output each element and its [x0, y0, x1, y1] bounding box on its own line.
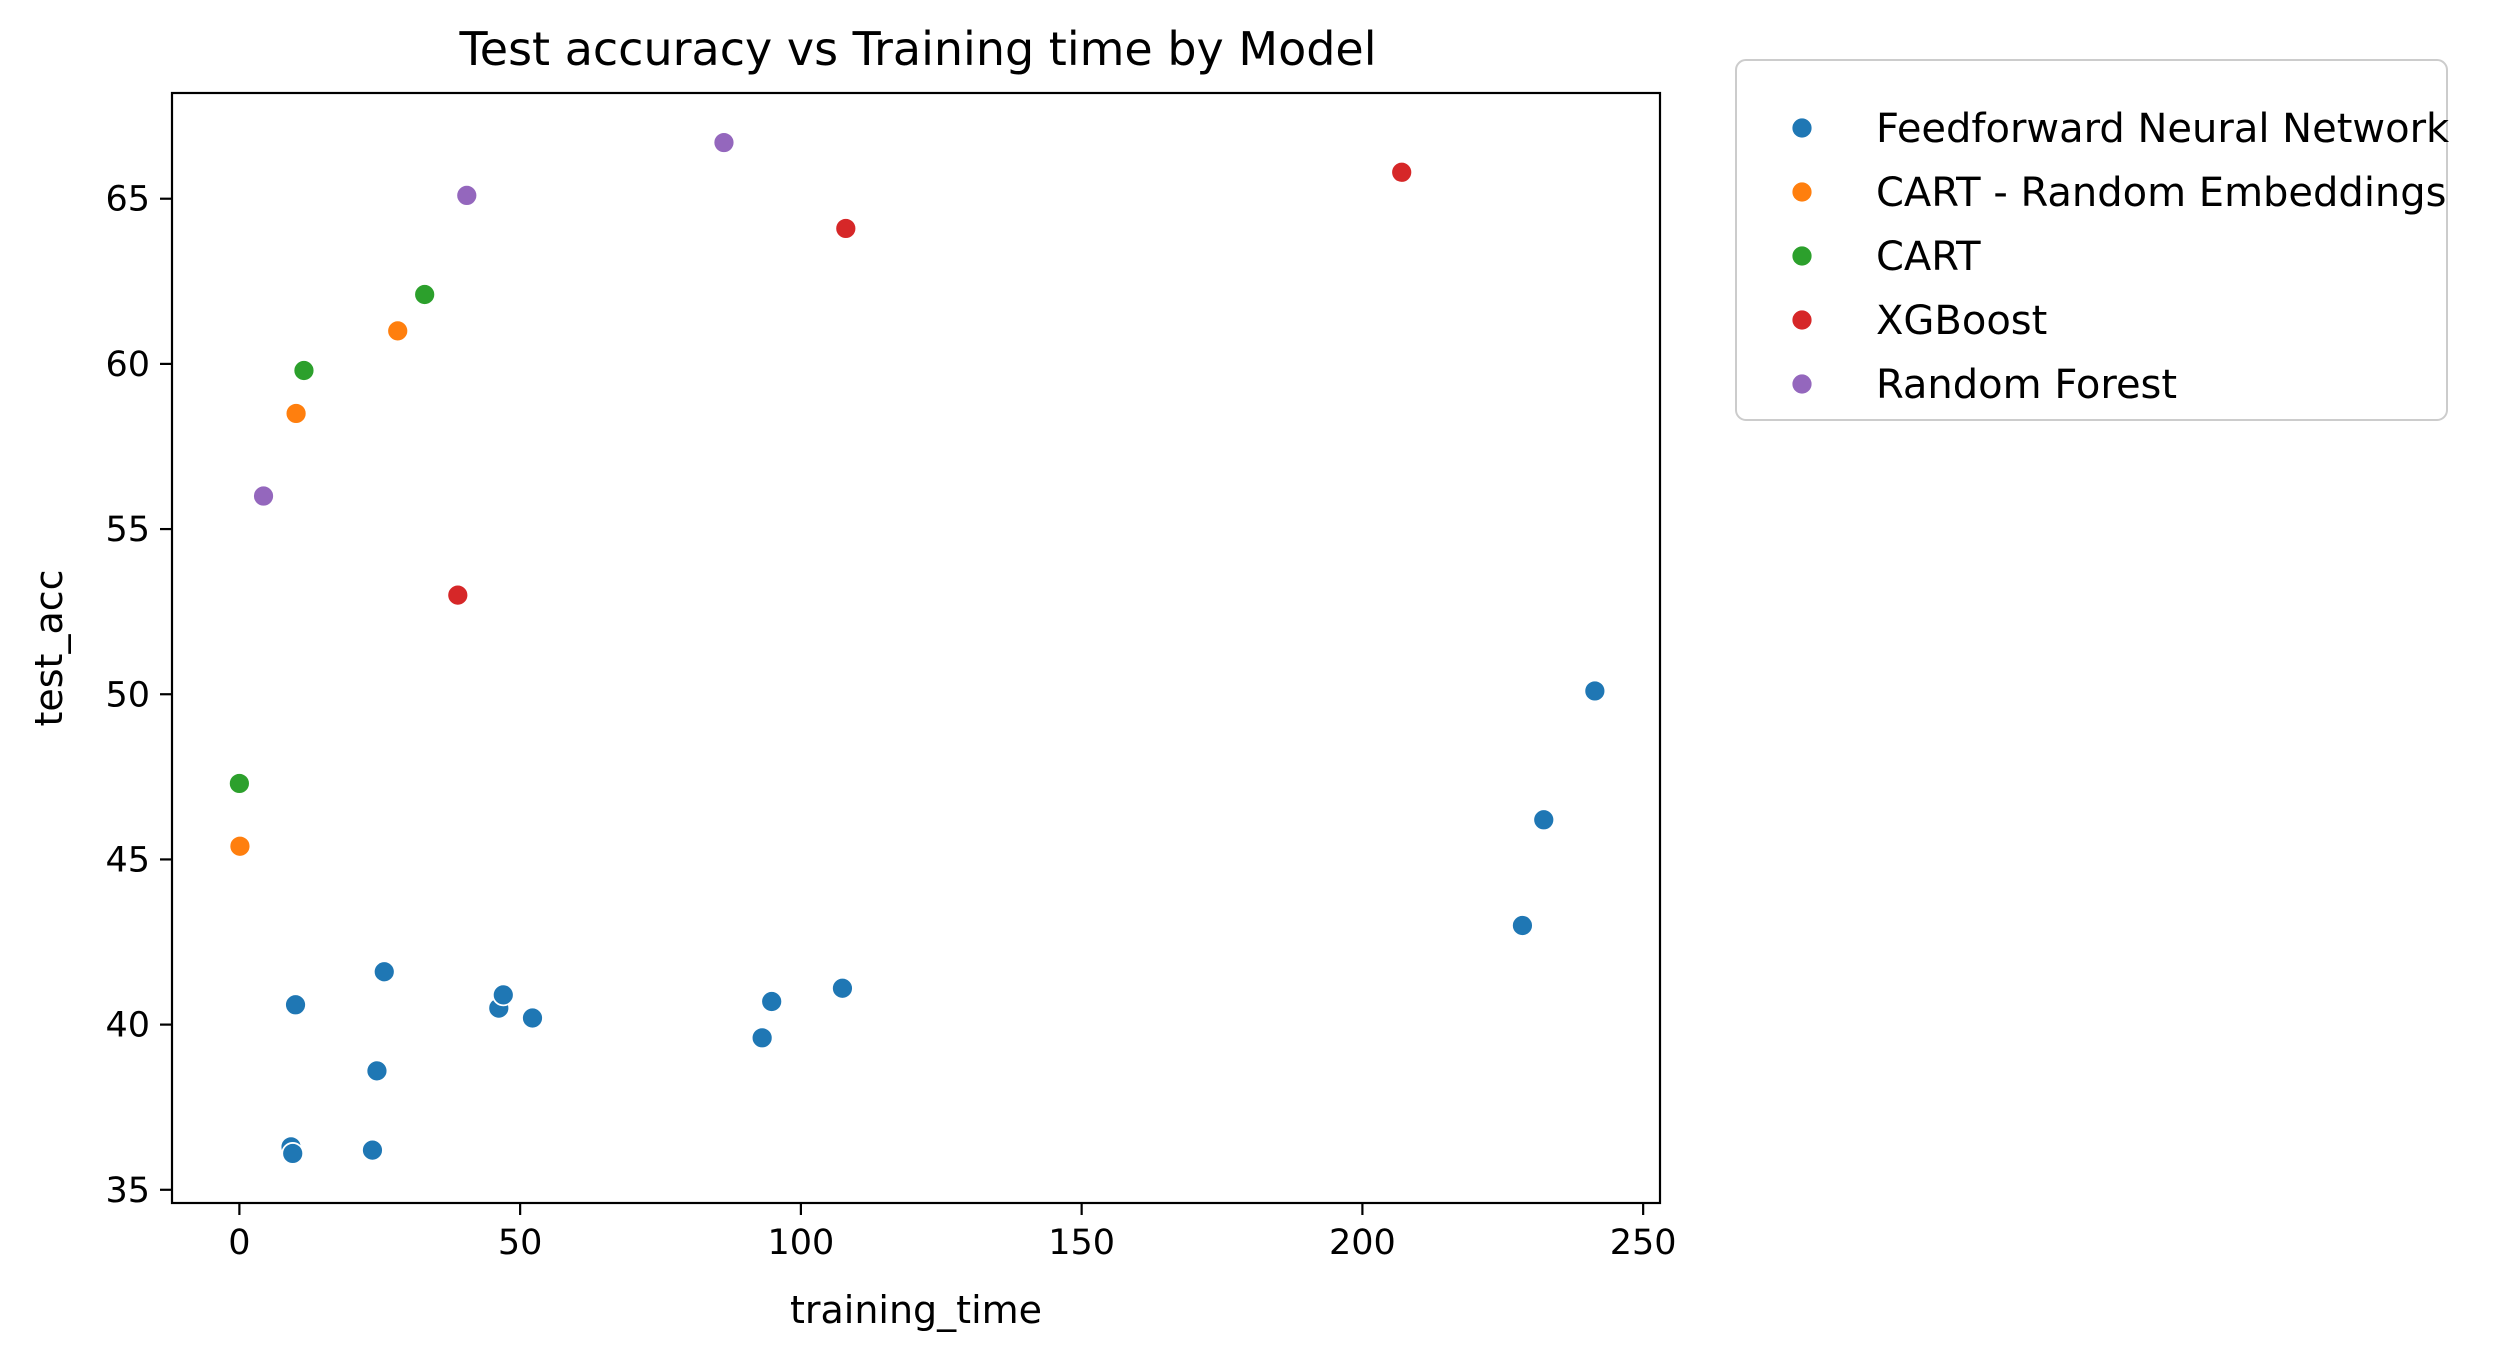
x-tick-label: 250	[1610, 1223, 1677, 1263]
data-point	[750, 1026, 774, 1050]
data-point	[281, 1142, 305, 1165]
data-point	[834, 217, 858, 240]
legend-label: Feedforward Neural Network	[1876, 106, 2450, 152]
data-point	[386, 319, 410, 343]
legend-label: CART	[1876, 234, 1981, 280]
plot-area-frame	[170, 91, 1662, 1205]
y-axis-label: test_acc	[27, 569, 71, 726]
data-point	[228, 834, 252, 858]
data-point	[1390, 160, 1414, 184]
y-tick-label: 50	[105, 675, 150, 715]
legend-label: Random Forest	[1876, 362, 2177, 408]
data-point	[284, 993, 307, 1017]
data-point	[831, 976, 854, 1000]
legend-marker	[1790, 244, 1814, 268]
data-point	[372, 960, 396, 984]
data-point	[455, 184, 479, 207]
x-tick-label: 50	[498, 1223, 543, 1263]
data-point	[227, 772, 251, 795]
data-point	[521, 1006, 544, 1030]
x-tick-label: 0	[228, 1223, 250, 1263]
data-point	[712, 131, 736, 154]
x-axis-ticks: 0 50 100 150 200 250	[228, 1203, 1677, 1263]
chart-title: Test accuracy vs Training time by Model	[458, 22, 1376, 76]
data-point	[1583, 679, 1607, 703]
legend-label: CART - Random Embeddings	[1876, 170, 2447, 216]
y-tick-label: 55	[105, 510, 150, 550]
x-tick-label: 200	[1329, 1223, 1396, 1263]
legend-marker	[1790, 116, 1814, 140]
data-point	[361, 1138, 384, 1162]
legend-marker	[1790, 308, 1814, 332]
y-tick-label: 45	[105, 840, 150, 880]
y-tick-label: 40	[105, 1006, 150, 1046]
y-tick-label: 65	[105, 180, 150, 220]
y-tick-label: 60	[105, 345, 150, 385]
legend-label: XGBoost	[1876, 298, 2047, 344]
y-tick-label: 35	[105, 1171, 150, 1211]
x-tick-label: 100	[767, 1223, 834, 1263]
data-point	[760, 990, 784, 1013]
data-point	[252, 484, 275, 508]
legend-entries: Feedforward Neural Network CART - Random …	[1790, 106, 2450, 408]
y-axis-ticks: 35 40 45 50 55 60 65	[105, 180, 172, 1211]
data-point	[365, 1059, 389, 1083]
x-axis-label: training_time	[790, 1288, 1042, 1332]
legend-box	[1735, 59, 2448, 421]
data-point	[491, 983, 515, 1007]
data-point	[292, 359, 316, 382]
data-point	[1532, 808, 1556, 832]
legend: Feedforward Neural Network CART - Random …	[1735, 59, 2450, 421]
data-point	[413, 283, 437, 306]
legend-marker	[1790, 180, 1814, 204]
x-tick-label: 150	[1048, 1223, 1115, 1263]
data-point	[1511, 914, 1534, 937]
data-point	[446, 583, 470, 607]
data-points	[227, 131, 1607, 1165]
data-point	[284, 402, 308, 425]
legend-marker	[1790, 372, 1814, 396]
